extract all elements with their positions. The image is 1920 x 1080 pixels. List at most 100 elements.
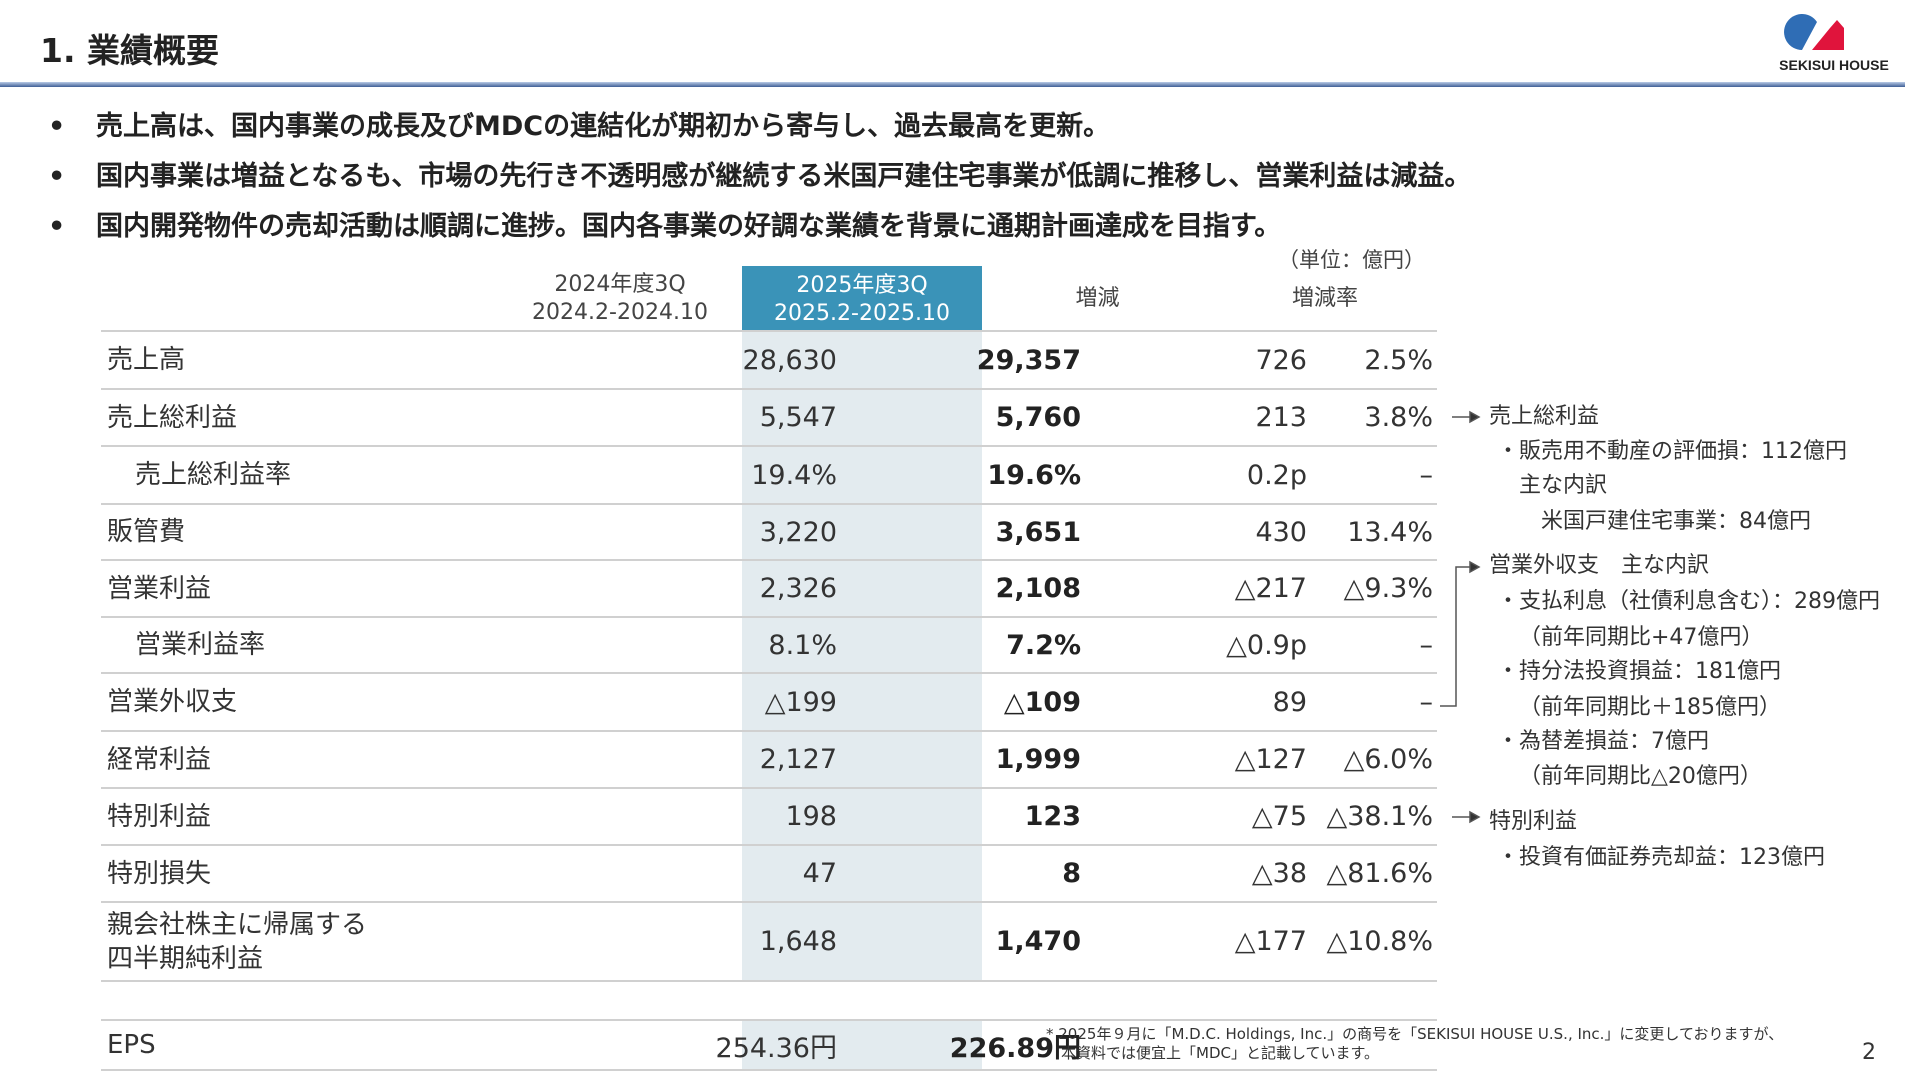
header-rule bbox=[0, 82, 1905, 87]
bullet-text: 国内事業は増益となるも、市場の先行き不透明感が継続する米国戸建住宅事業が低調に推… bbox=[96, 161, 1472, 192]
annotation-line: ・投資有価証券売却益：123億円 bbox=[1497, 845, 1825, 870]
cell-prev: 2,326 bbox=[759, 573, 837, 604]
cell-curr: △109 bbox=[1003, 686, 1081, 718]
bullet-marker: • bbox=[48, 161, 66, 192]
header-curr-range: 2025.2-2025.10 bbox=[774, 301, 950, 326]
cell-prev: 8.1% bbox=[768, 629, 837, 661]
cell-curr: 7.2% bbox=[1006, 629, 1081, 661]
row-label: 営業利益率 bbox=[135, 630, 266, 660]
highlight-column bbox=[742, 266, 982, 982]
table-row: 販管費 3,220 3,651 430 13.4% bbox=[101, 505, 1437, 561]
cell-rate: – bbox=[1419, 629, 1434, 661]
cell-prev: 47 bbox=[802, 858, 837, 889]
cell-change: △0.9p bbox=[1226, 629, 1307, 661]
cell-prev: 198 bbox=[785, 801, 837, 832]
cell-curr: 1,470 bbox=[995, 926, 1081, 957]
annotation-line: 主な内訳 bbox=[1519, 473, 1608, 498]
cell-prev: 254.36円 bbox=[715, 1032, 837, 1064]
row-label: 特別損失 bbox=[107, 858, 212, 889]
row-label: 売上総利益率 bbox=[135, 460, 292, 490]
bullet-marker: • bbox=[48, 211, 66, 242]
table-row: 営業外収支 △199 △109 89 – bbox=[101, 674, 1437, 732]
cell-prev: 1,648 bbox=[759, 926, 837, 957]
cell-rate: 2.5% bbox=[1364, 344, 1433, 376]
table-row: 親会社株主に帰属する 四半期純利益 1,648 1,470 △177 △10.8% bbox=[101, 903, 1437, 982]
header-prev-range: 2024.2-2024.10 bbox=[532, 300, 708, 325]
table-row: 営業利益率 8.1% 7.2% △0.9p – bbox=[101, 618, 1437, 674]
arrow-icon bbox=[1469, 410, 1481, 424]
cell-change: △127 bbox=[1234, 744, 1307, 775]
annotation-line: （前年同期比+47億円） bbox=[1519, 625, 1764, 650]
table-row: 特別利益 198 123 △75 △38.1% bbox=[101, 789, 1437, 846]
annotation-line: 営業外収支 主な内訳 bbox=[1489, 553, 1710, 578]
cell-curr: 123 bbox=[1024, 801, 1081, 832]
footnote-line: * 2025年９月に「M.D.C. Holdings, Inc.」の商号を「SE… bbox=[1046, 1025, 1784, 1043]
arrow-icon bbox=[1469, 560, 1481, 574]
annotation-line: ・支払利息（社債利息含む）：289億円 bbox=[1497, 589, 1880, 614]
cell-change: △177 bbox=[1234, 926, 1307, 957]
annotation-arrows bbox=[1440, 410, 1481, 824]
cell-change: △38 bbox=[1251, 858, 1307, 889]
row-label: 経常利益 bbox=[107, 744, 212, 775]
table-row: 特別損失 47 8 △38 △81.6% bbox=[101, 846, 1437, 903]
header-curr-year: 2025年度3Q bbox=[796, 273, 928, 298]
cell-change: 213 bbox=[1255, 402, 1307, 433]
cell-prev: △199 bbox=[764, 686, 837, 718]
cell-prev: 28,630 bbox=[742, 344, 837, 376]
cell-rate: △38.1% bbox=[1326, 801, 1433, 832]
cell-rate: △6.0% bbox=[1343, 744, 1433, 775]
cell-change: 430 bbox=[1255, 516, 1307, 548]
cell-prev: 5,547 bbox=[759, 402, 837, 433]
table-row: 営業利益 2,326 2,108 △217 △9.3% bbox=[101, 561, 1437, 618]
cell-curr: 2,108 bbox=[995, 573, 1081, 604]
bullet-text: 売上高は、国内事業の成長及びMDCの連結化が期初から寄与し、過去最高を更新。 bbox=[96, 111, 1111, 142]
cell-rate: △81.6% bbox=[1326, 858, 1433, 889]
row-label: 親会社株主に帰属する 四半期純利益 bbox=[107, 903, 367, 980]
bullet-item: • 国内事業は増益となるも、市場の先行き不透明感が継続する米国戸建住宅事業が低調に… bbox=[48, 154, 1471, 193]
table-row-eps: EPS 254.36円 226.89円 bbox=[101, 1019, 1437, 1071]
cell-curr: 226.89円 bbox=[949, 1032, 1081, 1064]
table-row: 売上総利益 5,547 5,760 213 3.8% bbox=[101, 390, 1437, 447]
row-label-line: 親会社株主に帰属する bbox=[107, 909, 368, 940]
cell-curr: 19.6% bbox=[987, 459, 1081, 491]
arrow-icon bbox=[1469, 810, 1481, 824]
cell-rate: 13.4% bbox=[1347, 516, 1433, 548]
cell-curr: 3,651 bbox=[995, 516, 1081, 548]
cell-curr: 5,760 bbox=[995, 402, 1081, 433]
row-label: 販管費 bbox=[107, 517, 186, 547]
header-rate-label: 増減率 bbox=[1291, 286, 1358, 311]
footnote-line: 本資料では便宜上「MDC」と記載しています。 bbox=[1061, 1044, 1380, 1062]
cell-change: 89 bbox=[1272, 686, 1307, 718]
table-header-rule bbox=[101, 330, 1437, 332]
cell-change: △217 bbox=[1234, 573, 1307, 604]
table-row: 売上総利益率 19.4% 19.6% 0.2p – bbox=[101, 447, 1437, 505]
bullet-text: 国内開発物件の売却活動は順調に進捗。国内各事業の好調な業績を背景に通期計画達成を… bbox=[96, 211, 1282, 242]
header-rate: 増減率 bbox=[1230, 266, 1420, 332]
cell-curr: 8 bbox=[1062, 858, 1081, 889]
annotation-line: ・為替差損益：7億円 bbox=[1497, 729, 1709, 754]
cell-rate: – bbox=[1419, 459, 1434, 491]
unit-label: （単位：億円） bbox=[1278, 248, 1425, 272]
sekisui-house-logo: SEKISUI HOUSE bbox=[1779, 14, 1889, 73]
cell-rate: 3.8% bbox=[1364, 402, 1433, 433]
annotation-line: （前年同期比△20億円） bbox=[1519, 764, 1762, 789]
header-change: 増減 bbox=[1000, 266, 1195, 332]
header-change-label: 増減 bbox=[1075, 286, 1120, 311]
row-label: 売上総利益 bbox=[107, 402, 238, 433]
annotation-line: ・持分法投資損益：181億円 bbox=[1497, 659, 1781, 684]
bullet-item: • 国内開発物件の売却活動は順調に進捗。国内各事業の好調な業績を背景に通期計画達成… bbox=[48, 204, 1281, 243]
row-label: EPS bbox=[107, 1030, 156, 1060]
page-title: 1. 業績概要 bbox=[40, 31, 219, 70]
annotation-line: （前年同期比＋185億円） bbox=[1519, 695, 1781, 720]
cell-rate: △10.8% bbox=[1326, 926, 1433, 957]
cell-curr: 29,357 bbox=[976, 344, 1081, 376]
header-prev-year: 2024年度3Q bbox=[554, 272, 686, 297]
cell-rate: – bbox=[1419, 686, 1434, 718]
header-prev-period: 2024年度3Q 2024.2-2024.10 bbox=[500, 266, 740, 332]
table-row: 売上高 28,630 29,357 726 2.5% bbox=[101, 332, 1437, 390]
annotation-line: ・販売用不動産の評価損：112億円 bbox=[1497, 439, 1847, 464]
cell-curr: 1,999 bbox=[995, 744, 1081, 775]
annotation-line: 売上総利益 bbox=[1489, 404, 1600, 429]
cell-rate: △9.3% bbox=[1343, 573, 1433, 604]
svg-text:SEKISUI HOUSE: SEKISUI HOUSE bbox=[1779, 57, 1889, 73]
